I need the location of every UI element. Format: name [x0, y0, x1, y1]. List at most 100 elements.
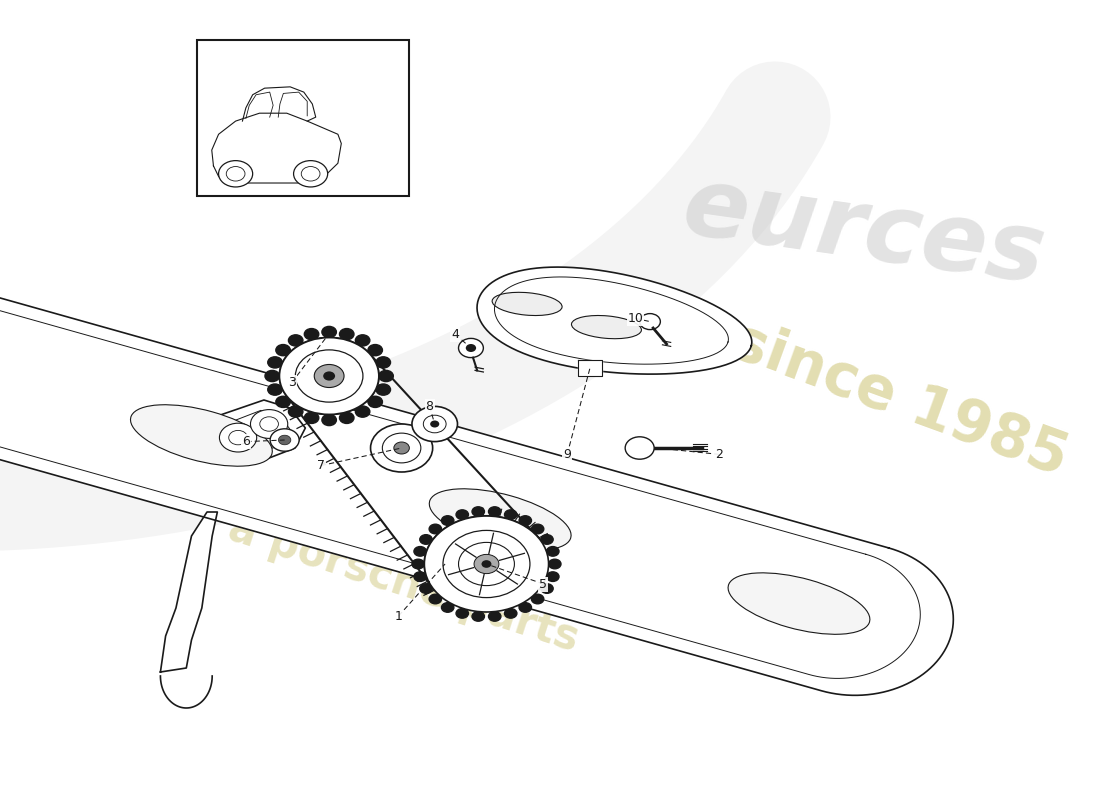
Circle shape [265, 370, 279, 382]
Circle shape [420, 534, 432, 544]
Circle shape [251, 410, 288, 438]
Circle shape [640, 314, 660, 330]
Circle shape [459, 338, 483, 358]
Circle shape [411, 406, 458, 442]
Circle shape [376, 357, 390, 368]
Text: 4: 4 [451, 328, 460, 341]
Circle shape [441, 602, 454, 612]
Circle shape [549, 559, 561, 569]
Circle shape [488, 506, 501, 516]
Circle shape [459, 542, 515, 586]
Circle shape [383, 433, 421, 463]
Text: a porsche parts: a porsche parts [223, 507, 584, 661]
Circle shape [322, 414, 337, 426]
Text: 7: 7 [317, 459, 324, 472]
Text: 2: 2 [715, 448, 724, 461]
Circle shape [278, 435, 290, 445]
Circle shape [288, 335, 302, 346]
Text: 10: 10 [628, 312, 643, 325]
Circle shape [547, 572, 559, 582]
Circle shape [465, 344, 476, 352]
Circle shape [355, 406, 370, 417]
Circle shape [482, 560, 492, 568]
Circle shape [276, 396, 290, 407]
Polygon shape [191, 400, 306, 460]
Circle shape [474, 554, 499, 574]
Circle shape [541, 584, 553, 594]
Circle shape [315, 365, 344, 387]
Circle shape [414, 572, 427, 582]
Ellipse shape [429, 489, 571, 550]
Polygon shape [578, 360, 603, 376]
Text: 9: 9 [563, 448, 571, 461]
Circle shape [271, 429, 299, 451]
Circle shape [541, 534, 553, 544]
Circle shape [472, 506, 484, 516]
Circle shape [625, 437, 654, 459]
Circle shape [394, 442, 409, 454]
Circle shape [443, 530, 530, 598]
Circle shape [519, 516, 531, 526]
Circle shape [411, 559, 425, 569]
Text: 1: 1 [395, 610, 403, 622]
Circle shape [260, 417, 278, 431]
Circle shape [429, 524, 441, 534]
Circle shape [294, 161, 328, 187]
Text: 6: 6 [242, 435, 251, 448]
Circle shape [456, 510, 469, 519]
Circle shape [368, 345, 383, 356]
Circle shape [219, 423, 256, 452]
Polygon shape [242, 87, 316, 121]
Circle shape [505, 510, 517, 519]
Circle shape [378, 370, 394, 382]
Text: 5: 5 [539, 578, 548, 590]
Circle shape [227, 166, 245, 181]
Circle shape [505, 609, 517, 618]
Circle shape [456, 609, 469, 618]
Circle shape [340, 412, 354, 423]
Text: eurces: eurces [678, 161, 1052, 303]
Circle shape [301, 166, 320, 181]
Circle shape [547, 546, 559, 556]
Circle shape [322, 326, 337, 338]
Circle shape [355, 335, 370, 346]
Circle shape [305, 412, 319, 423]
Circle shape [424, 415, 447, 433]
Ellipse shape [131, 405, 273, 466]
Circle shape [288, 406, 302, 417]
Circle shape [519, 602, 531, 612]
Ellipse shape [572, 315, 641, 338]
Polygon shape [477, 267, 751, 374]
Circle shape [340, 329, 354, 340]
Polygon shape [161, 512, 218, 672]
Circle shape [323, 371, 336, 381]
Circle shape [488, 612, 501, 622]
Bar [197, 40, 409, 196]
Circle shape [267, 384, 283, 395]
Circle shape [267, 357, 283, 368]
Circle shape [296, 350, 363, 402]
Text: 8: 8 [426, 400, 433, 413]
Circle shape [219, 161, 253, 187]
Circle shape [229, 430, 248, 445]
Circle shape [420, 584, 432, 594]
Polygon shape [0, 281, 954, 695]
Circle shape [279, 338, 378, 414]
Circle shape [414, 546, 427, 556]
Circle shape [376, 384, 390, 395]
Polygon shape [212, 113, 341, 183]
Circle shape [425, 516, 549, 612]
Circle shape [371, 424, 432, 472]
Circle shape [531, 524, 543, 534]
Ellipse shape [728, 573, 870, 634]
Text: since 1985: since 1985 [725, 313, 1076, 487]
Circle shape [531, 594, 543, 604]
Ellipse shape [492, 292, 562, 315]
Text: 3: 3 [288, 376, 296, 389]
Circle shape [472, 612, 484, 622]
Circle shape [368, 396, 383, 407]
Circle shape [441, 516, 454, 526]
Circle shape [305, 329, 319, 340]
Circle shape [429, 594, 441, 604]
Circle shape [276, 345, 290, 356]
